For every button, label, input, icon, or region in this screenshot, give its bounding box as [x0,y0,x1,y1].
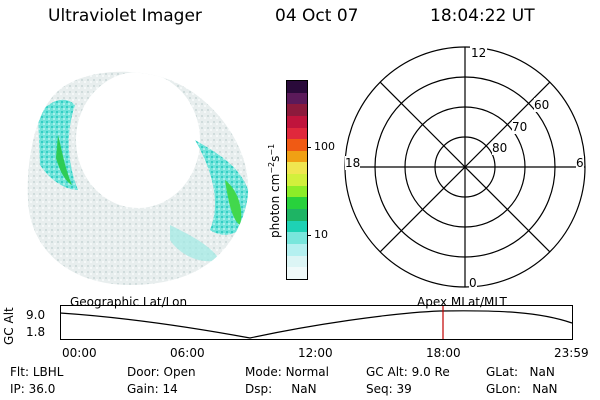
lat-label-80: 80 [492,141,508,155]
gcalt-info: GC Alt: 9.0 Re [366,365,450,379]
altitude-timeline [60,305,573,340]
date-label: 04 Oct 07 [275,6,359,26]
glat-info: GLat: NaN [486,365,555,379]
mode-info: Mode: Normal [245,365,329,379]
x-tick-1800: 18:00 [426,346,461,360]
timeline-y-axis-label: GC Alt [2,307,16,345]
colorbar-unit-label: photon cm−2s−1 [267,143,282,238]
ip-info: IP: 36.0 [10,382,56,396]
colorbar-label-10: 10 [314,228,328,241]
polar-diagonal-2 [379,81,551,253]
colorbar [286,80,308,280]
colorbar-label-100: 100 [314,140,335,153]
colorbar-segment [287,255,307,268]
colorbar-segment [287,162,307,175]
colorbar-tick-10 [307,235,311,236]
uv-image [27,71,249,285]
x-tick-0000: 00:00 [62,346,97,360]
seq-info: Seq: 39 [366,382,412,396]
gain-info: Gain: 14 [127,382,178,396]
colorbar-segment [287,220,307,233]
altitude-curve [60,310,573,339]
colorbar-segment [287,92,307,105]
colorbar-segment [287,243,307,256]
flt-info: Flt: LBHL [10,365,64,379]
door-info: Door: Open [127,365,196,379]
glon-info: GLon: NaN [486,382,558,396]
polar-plot [344,46,586,288]
colorbar-segment [287,197,307,210]
mlt-label-0: 0 [469,276,477,290]
mlt-label-12: 12 [470,46,488,60]
time-label: 18:04:22 UT [430,6,535,26]
mlt-label-6: 6 [576,156,584,170]
colorbar-segment [287,174,307,186]
timeline-y-top: 9.0 [26,308,46,322]
earth-disk [27,71,249,285]
colorbar-segment [287,139,307,151]
lat-label-70: 70 [512,120,528,134]
timeline-y-bottom: 1.8 [26,325,46,339]
dsp-info: Dsp: NaN [245,382,317,396]
colorbar-segment [287,127,307,140]
mlt-label-18: 18 [345,156,361,170]
colorbar-segment [287,115,307,128]
colorbar-segment [287,267,307,279]
colorbar-segment [287,209,307,221]
colorbar-tick-100 [307,147,311,148]
colorbar-segment [287,81,307,93]
x-tick-2359: 23:59 [554,346,589,360]
x-tick-0600: 06:00 [170,346,205,360]
instrument-title: Ultraviolet Imager [48,6,202,26]
x-tick-1200: 12:00 [298,346,333,360]
colorbar-segment [287,104,307,116]
colorbar-segment [287,185,307,198]
lat-label-60: 60 [534,98,550,112]
colorbar-segment [287,232,307,244]
colorbar-segment [287,150,307,163]
